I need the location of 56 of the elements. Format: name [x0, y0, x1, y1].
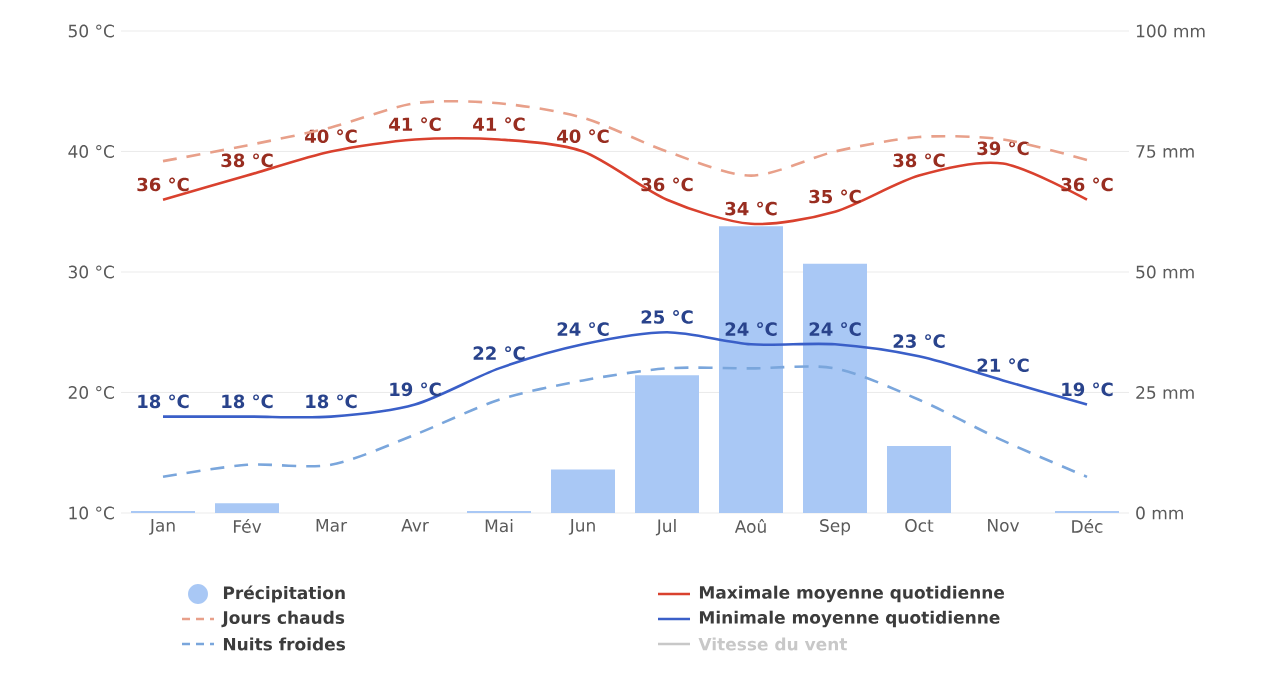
x-tick-label: Sep	[820, 519, 851, 536]
legend-label: Maximale moyenne quotidienne	[699, 585, 1005, 603]
y-tick-label: 30 °C	[68, 265, 114, 279]
data-label: 25 °C	[641, 310, 693, 324]
data-label: 22 °C	[473, 346, 525, 360]
bar	[887, 445, 952, 513]
legend-label: Minimale moyenne quotidienne	[699, 610, 1000, 628]
data-label: 36 °C	[1061, 177, 1113, 192]
data-label: 21 °C	[977, 358, 1029, 373]
data-label: 38 °C	[893, 153, 945, 168]
y2-tick-label: 100 mm	[1136, 24, 1205, 38]
data-label: 18 °C	[222, 394, 273, 409]
data-label: 24 °C	[809, 322, 861, 336]
y-tick-label: 40 °C	[68, 145, 114, 158]
data-label: 41 °C	[473, 117, 525, 132]
y2-tick-label: 50 mm	[1136, 265, 1194, 279]
x-tick-label: Jan	[149, 519, 175, 535]
data-label: 18 °C	[306, 394, 357, 409]
data-label: 36 °C	[137, 177, 189, 192]
data-label: 23 °C	[893, 334, 945, 348]
data-label: 19 °C	[390, 382, 441, 397]
data-label: 24 °C	[725, 322, 777, 336]
data-label: 40 °C	[557, 129, 609, 144]
legend-label: Précipitation	[223, 585, 345, 603]
x-tick-label: Déc	[1072, 519, 1103, 533]
x-tick-label: Aoû	[734, 519, 766, 533]
data-label: 36 °C	[641, 177, 693, 192]
data-label: 35 °C	[809, 189, 861, 204]
bar	[215, 503, 280, 513]
data-label: 18 °C	[138, 394, 189, 409]
legend-label: Jours chauds	[221, 610, 345, 628]
x-tick-label: Jun	[568, 519, 595, 535]
x-tick-label: Mai	[485, 519, 513, 533]
y2-tick-label: 25 mm	[1136, 386, 1194, 399]
x-tick-label: Jul	[655, 519, 676, 536]
bar	[551, 469, 616, 513]
bar	[719, 226, 784, 513]
legend-label: Nuits froides	[223, 637, 346, 651]
x-tick-label: Nov	[988, 519, 1020, 532]
x-tick-label: Oct	[905, 519, 934, 532]
data-label: 39 °C	[977, 141, 1029, 156]
bar	[635, 375, 700, 513]
x-tick-label: Fév	[233, 519, 262, 533]
data-label: 19 °C	[1062, 382, 1113, 397]
x-tick-label: Mar	[316, 519, 348, 532]
y-tick-label: 20 °C	[68, 386, 114, 399]
data-label: 41 °C	[389, 117, 441, 132]
y2-tick-label: 0 mm	[1136, 506, 1183, 520]
data-label: 34 °C	[725, 201, 777, 216]
y-tick-label: 50 °C	[68, 24, 114, 38]
bar	[803, 263, 868, 513]
data-label: 38 °C	[221, 153, 273, 168]
x-tick-label: Avr	[401, 519, 429, 532]
y-tick-label: 10 °C	[69, 506, 114, 520]
y2-tick-label: 75 mm	[1136, 145, 1194, 158]
data-label: 24 °C	[557, 322, 609, 336]
